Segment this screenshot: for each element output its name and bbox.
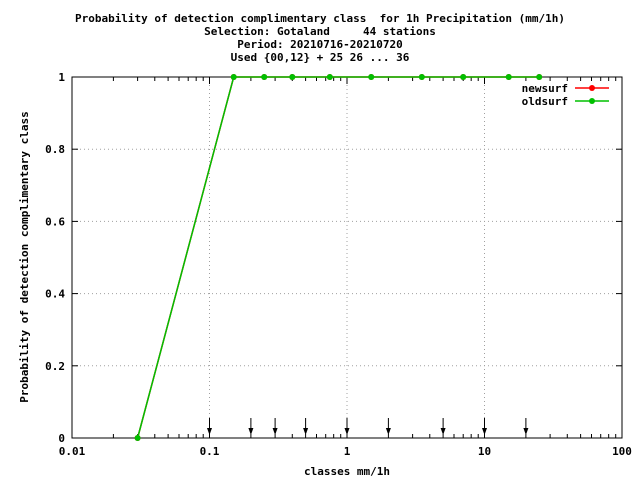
grid-lines bbox=[72, 77, 622, 438]
class-arrows bbox=[207, 418, 529, 435]
y-tick-label: 0.8 bbox=[45, 143, 65, 156]
legend-label-oldsurf: oldsurf bbox=[522, 95, 568, 108]
class-arrow-head bbox=[482, 428, 487, 435]
x-tick-label: 0.1 bbox=[200, 445, 220, 458]
data-point-oldsurf bbox=[326, 74, 333, 80]
x-tick-label: 100 bbox=[612, 445, 632, 458]
data-point-oldsurf bbox=[460, 74, 467, 80]
data-point-oldsurf bbox=[368, 74, 375, 80]
chart-title-line-3: Period: 20210716-20210720 bbox=[237, 38, 403, 51]
legend-label-newsurf: newsurf bbox=[522, 82, 568, 95]
data-point-oldsurf bbox=[230, 74, 237, 80]
y-tick-label: 0.4 bbox=[45, 288, 65, 301]
y-tick-label: 1 bbox=[58, 71, 65, 84]
data-point-oldsurf bbox=[289, 74, 296, 80]
data-point-oldsurf bbox=[505, 74, 512, 80]
y-tick-label: 0 bbox=[58, 432, 65, 445]
axis-ticks: 0 0.2 0.4 0.6 0.8 1 0.01 0.1 1 10 100 bbox=[45, 71, 632, 458]
chart-title-line-2: Selection: Gotaland 44 stations bbox=[204, 25, 436, 38]
chart-title-line-1: Probability of detection complimentary c… bbox=[74, 12, 566, 25]
series-line-newsurf bbox=[136, 76, 540, 439]
class-arrow-head bbox=[344, 428, 350, 435]
class-arrow-head bbox=[303, 428, 309, 435]
series-lines bbox=[134, 74, 543, 441]
legend-marker-oldsurf bbox=[589, 98, 595, 104]
class-arrow-head bbox=[385, 428, 391, 435]
class-arrow-head bbox=[207, 428, 212, 435]
x-tick-label: 10 bbox=[478, 445, 491, 458]
class-arrow-head bbox=[440, 428, 446, 435]
class-arrow-head bbox=[248, 428, 254, 435]
series-line-oldsurf bbox=[136, 76, 540, 439]
legend-marker-newsurf bbox=[589, 85, 595, 91]
data-point-oldsurf bbox=[261, 74, 268, 80]
x-tick-label: 0.01 bbox=[59, 445, 86, 458]
x-axis-label: classes mm/1h bbox=[304, 465, 390, 478]
x-tick-label: 1 bbox=[344, 445, 351, 458]
data-point-oldsurf bbox=[418, 74, 425, 80]
y-axis-label: Probability of detection complimentary c… bbox=[18, 111, 31, 402]
data-point-oldsurf bbox=[536, 74, 543, 80]
chart-title-line-4: Used {00,12} + 25 26 ... 36 bbox=[230, 51, 410, 64]
data-point-oldsurf bbox=[134, 435, 141, 441]
class-arrow-head bbox=[523, 428, 529, 435]
class-arrow-head bbox=[272, 428, 278, 435]
y-tick-label: 0.2 bbox=[45, 360, 65, 373]
y-tick-label: 0.6 bbox=[45, 215, 65, 228]
